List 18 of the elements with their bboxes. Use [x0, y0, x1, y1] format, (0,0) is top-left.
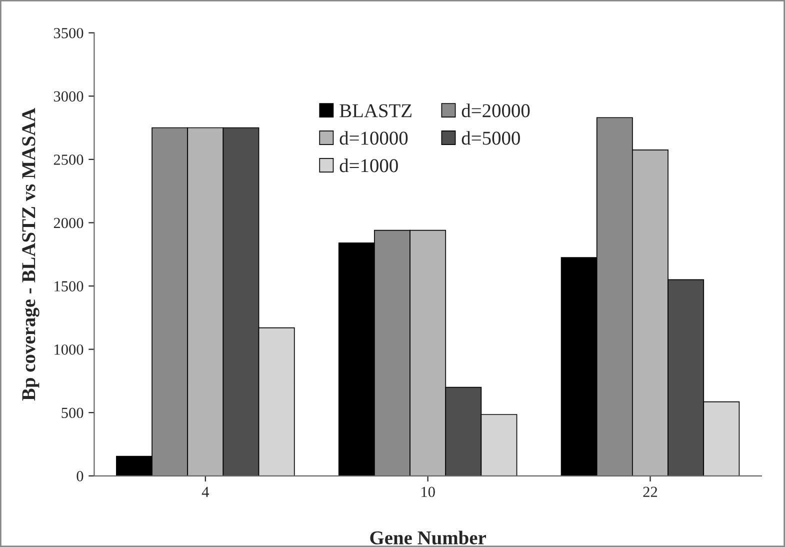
legend-label: BLASTZ: [340, 104, 412, 118]
x-tick-label: 10: [422, 486, 435, 498]
x-tick-label: 4: [202, 486, 209, 497]
legend-label: d=20000: [462, 104, 530, 118]
x-axis-title: Gene Number: [370, 530, 486, 544]
y-axis-title: Bp coverage - BLASTZ vs MASAA: [22, 108, 40, 401]
y-tick-label: 2500: [54, 154, 84, 165]
y-tick-label: 1500: [54, 281, 84, 292]
y-tick-label: 3000: [54, 91, 84, 102]
y-tick-label: 3500: [54, 28, 84, 38]
y-tick-label: 2000: [54, 218, 84, 228]
legend-label: d=1000: [340, 158, 398, 172]
legend-label: d=5000: [462, 131, 520, 145]
y-tick-label: 1000: [54, 344, 84, 355]
x-tick-label: 22: [643, 486, 658, 497]
y-tick-label: 0: [76, 471, 84, 482]
y-tick-label: 500: [62, 408, 84, 418]
legend-label: d=10000: [340, 131, 408, 145]
